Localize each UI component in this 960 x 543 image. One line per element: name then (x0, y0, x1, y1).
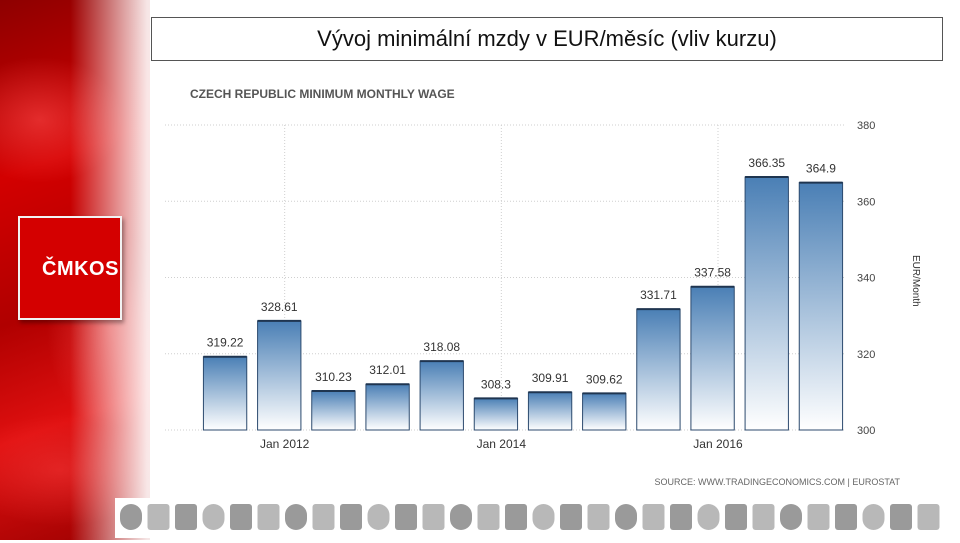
union-logo-icon (862, 504, 885, 530)
union-logo-icon (395, 504, 417, 530)
bar-data-label: 364.9 (806, 162, 836, 176)
minimum-wage-bar-chart: CZECH REPUBLIC MINIMUM MONTHLY WAGE 300 3… (165, 87, 921, 487)
union-logo-icon (890, 504, 912, 530)
bar-data-label: 337.58 (694, 266, 731, 280)
bar-data-label: 366.35 (748, 156, 785, 170)
union-logo-icon (120, 504, 142, 530)
y-tick-label: 340 (857, 273, 875, 285)
bar (690, 286, 735, 431)
bar (473, 397, 519, 431)
union-logo-icon (725, 504, 747, 530)
bar-data-label: 318.08 (423, 340, 460, 354)
bar (419, 360, 464, 431)
slide-title: Vývoj minimální mzdy v EUR/měsíc (vliv k… (317, 26, 777, 51)
union-logo-icon (560, 504, 582, 530)
union-logo-icon (532, 504, 555, 530)
union-logo-icon (835, 504, 857, 530)
y-tick-label: 300 (857, 425, 875, 437)
bar (257, 320, 302, 431)
bar-data-label: 312.01 (369, 363, 406, 377)
bar (527, 391, 573, 431)
union-logo-icon (642, 504, 665, 530)
y-axis-label: EUR/Month (910, 255, 921, 307)
union-logo-icon (670, 504, 692, 530)
union-logo-icon (505, 504, 527, 530)
union-logo-icon (477, 504, 500, 530)
chart-title: CZECH REPUBLIC MINIMUM MONTHLY WAGE (190, 87, 455, 101)
y-tick-label: 360 (857, 196, 875, 208)
union-logo-icon (422, 504, 445, 530)
union-logo-icon (615, 504, 637, 530)
bar-data-label: 309.62 (586, 372, 623, 386)
union-logo-icon (367, 504, 390, 530)
union-logo-icon (202, 504, 225, 530)
union-logo-icon (257, 504, 280, 530)
bar (365, 383, 410, 431)
union-logo-icon (340, 504, 362, 530)
bar-data-label: 328.61 (261, 300, 298, 314)
bar-data-label: 309.91 (532, 371, 569, 385)
bar (311, 390, 356, 431)
slide-title-box: Vývoj minimální mzdy v EUR/měsíc (vliv k… (151, 17, 943, 61)
union-logo-icon (285, 504, 307, 530)
bar-data-label: 331.71 (640, 288, 677, 302)
bar (744, 176, 789, 431)
union-logo-icon (450, 504, 472, 530)
union-logo-icon (752, 504, 775, 530)
bar-data-label: 310.23 (315, 370, 352, 384)
union-logo-icon (807, 504, 830, 530)
union-logo-icon (147, 504, 170, 530)
bar (636, 308, 681, 431)
bar-data-label: 308.3 (481, 377, 511, 391)
union-logo-icon (230, 504, 252, 530)
union-logo-icon (917, 504, 940, 530)
x-tick-label: Jan 2012 (260, 437, 310, 451)
union-logo-icon (587, 504, 610, 530)
union-logo-icon (312, 504, 335, 530)
bar (798, 182, 844, 431)
bar (582, 392, 627, 431)
union-logo-icon (780, 504, 802, 530)
union-logos-strip-icon (115, 498, 960, 538)
logo-text: ČMKOS (42, 258, 119, 280)
union-logo-icon (175, 504, 197, 530)
bar-data-label: 319.22 (207, 336, 244, 350)
logos-strip-graphic (120, 504, 940, 530)
x-tick-label: Jan 2014 (477, 437, 527, 451)
x-tick-label: Jan 2016 (693, 437, 743, 451)
union-logo-icon (697, 504, 720, 530)
bar (202, 356, 248, 431)
y-tick-label: 380 (857, 120, 875, 132)
chart-source: SOURCE: WWW.TRADINGECONOMICS.COM | EUROS… (654, 477, 900, 487)
cmkos-logo: ČMKOS (18, 216, 122, 320)
y-tick-label: 320 (857, 349, 875, 361)
